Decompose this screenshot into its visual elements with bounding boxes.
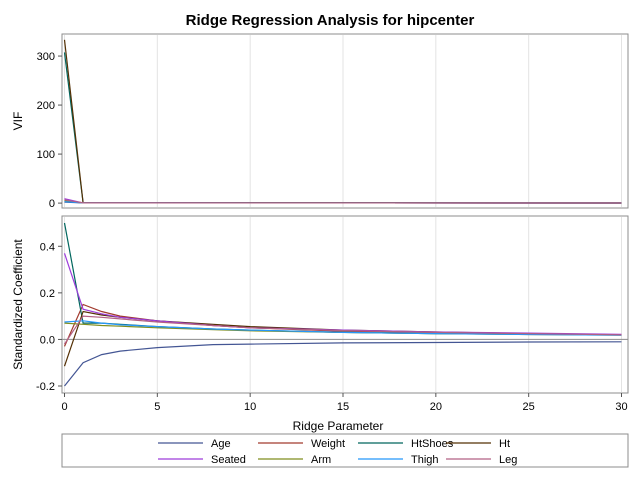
legend-frame (61, 433, 629, 468)
y-tick-label: -0.2 (36, 381, 55, 393)
x-tick-label: 0 (61, 401, 67, 413)
y-tick-label: 0 (49, 198, 55, 210)
panel-vif: 0 100 200 300 VIF (11, 33, 629, 210)
x-tick-label: 30 (615, 401, 627, 413)
plot-frame (61, 215, 629, 394)
legend-label: Age (211, 438, 231, 450)
legend: Age Weight HtShoes Ht Seated Arm Thigh Leg (61, 433, 629, 468)
series-line-age (64, 341, 622, 387)
x-tick-label: 20 (430, 401, 442, 413)
x-tick-label: 10 (244, 401, 256, 413)
plot-frame (61, 33, 629, 209)
panel-coefficient: -0.2 0.0 0.2 0.4 Standardized Coefficient 0 5 1… (11, 215, 629, 413)
y-tick-label: 300 (37, 51, 55, 63)
legend-label: Ht (499, 438, 510, 450)
legend-label: Thigh (411, 454, 439, 466)
legend-item-thigh: Thigh (358, 454, 439, 466)
series-line-leg (64, 315, 622, 345)
x-axis-label: Ridge Parameter (293, 419, 384, 433)
legend-label: Seated (211, 454, 246, 466)
x-tick-label: 5 (154, 401, 160, 413)
legend-item-leg: Leg (446, 454, 517, 466)
y-tick-label: 0.0 (40, 334, 55, 346)
series-line-thigh (64, 320, 622, 336)
chart-title: Ridge Regression Analysis for hipcenter (186, 12, 475, 29)
legend-label: Leg (499, 454, 517, 466)
y-tick-label: 200 (37, 100, 55, 112)
y-axis-label: VIF (11, 112, 25, 131)
x-tick-label: 25 (523, 401, 535, 413)
y-tick-label: 0.4 (40, 241, 55, 253)
legend-item-seated: Seated (158, 454, 246, 466)
legend-item-weight: Weight (258, 438, 345, 450)
y-tick-label: 0.2 (40, 288, 55, 300)
legend-item-htshoes: HtShoes (358, 438, 454, 450)
series-line-leg (64, 199, 622, 204)
y-tick-label: 100 (37, 149, 55, 161)
legend-item-age: Age (158, 438, 231, 450)
legend-item-arm: Arm (258, 454, 331, 466)
legend-label: HtShoes (411, 438, 454, 450)
legend-label: Weight (311, 438, 345, 450)
x-tick-label: 15 (337, 401, 349, 413)
y-axis-label: Standardized Coefficient (11, 239, 25, 370)
legend-item-ht: Ht (446, 438, 510, 450)
legend-label: Arm (311, 454, 331, 466)
